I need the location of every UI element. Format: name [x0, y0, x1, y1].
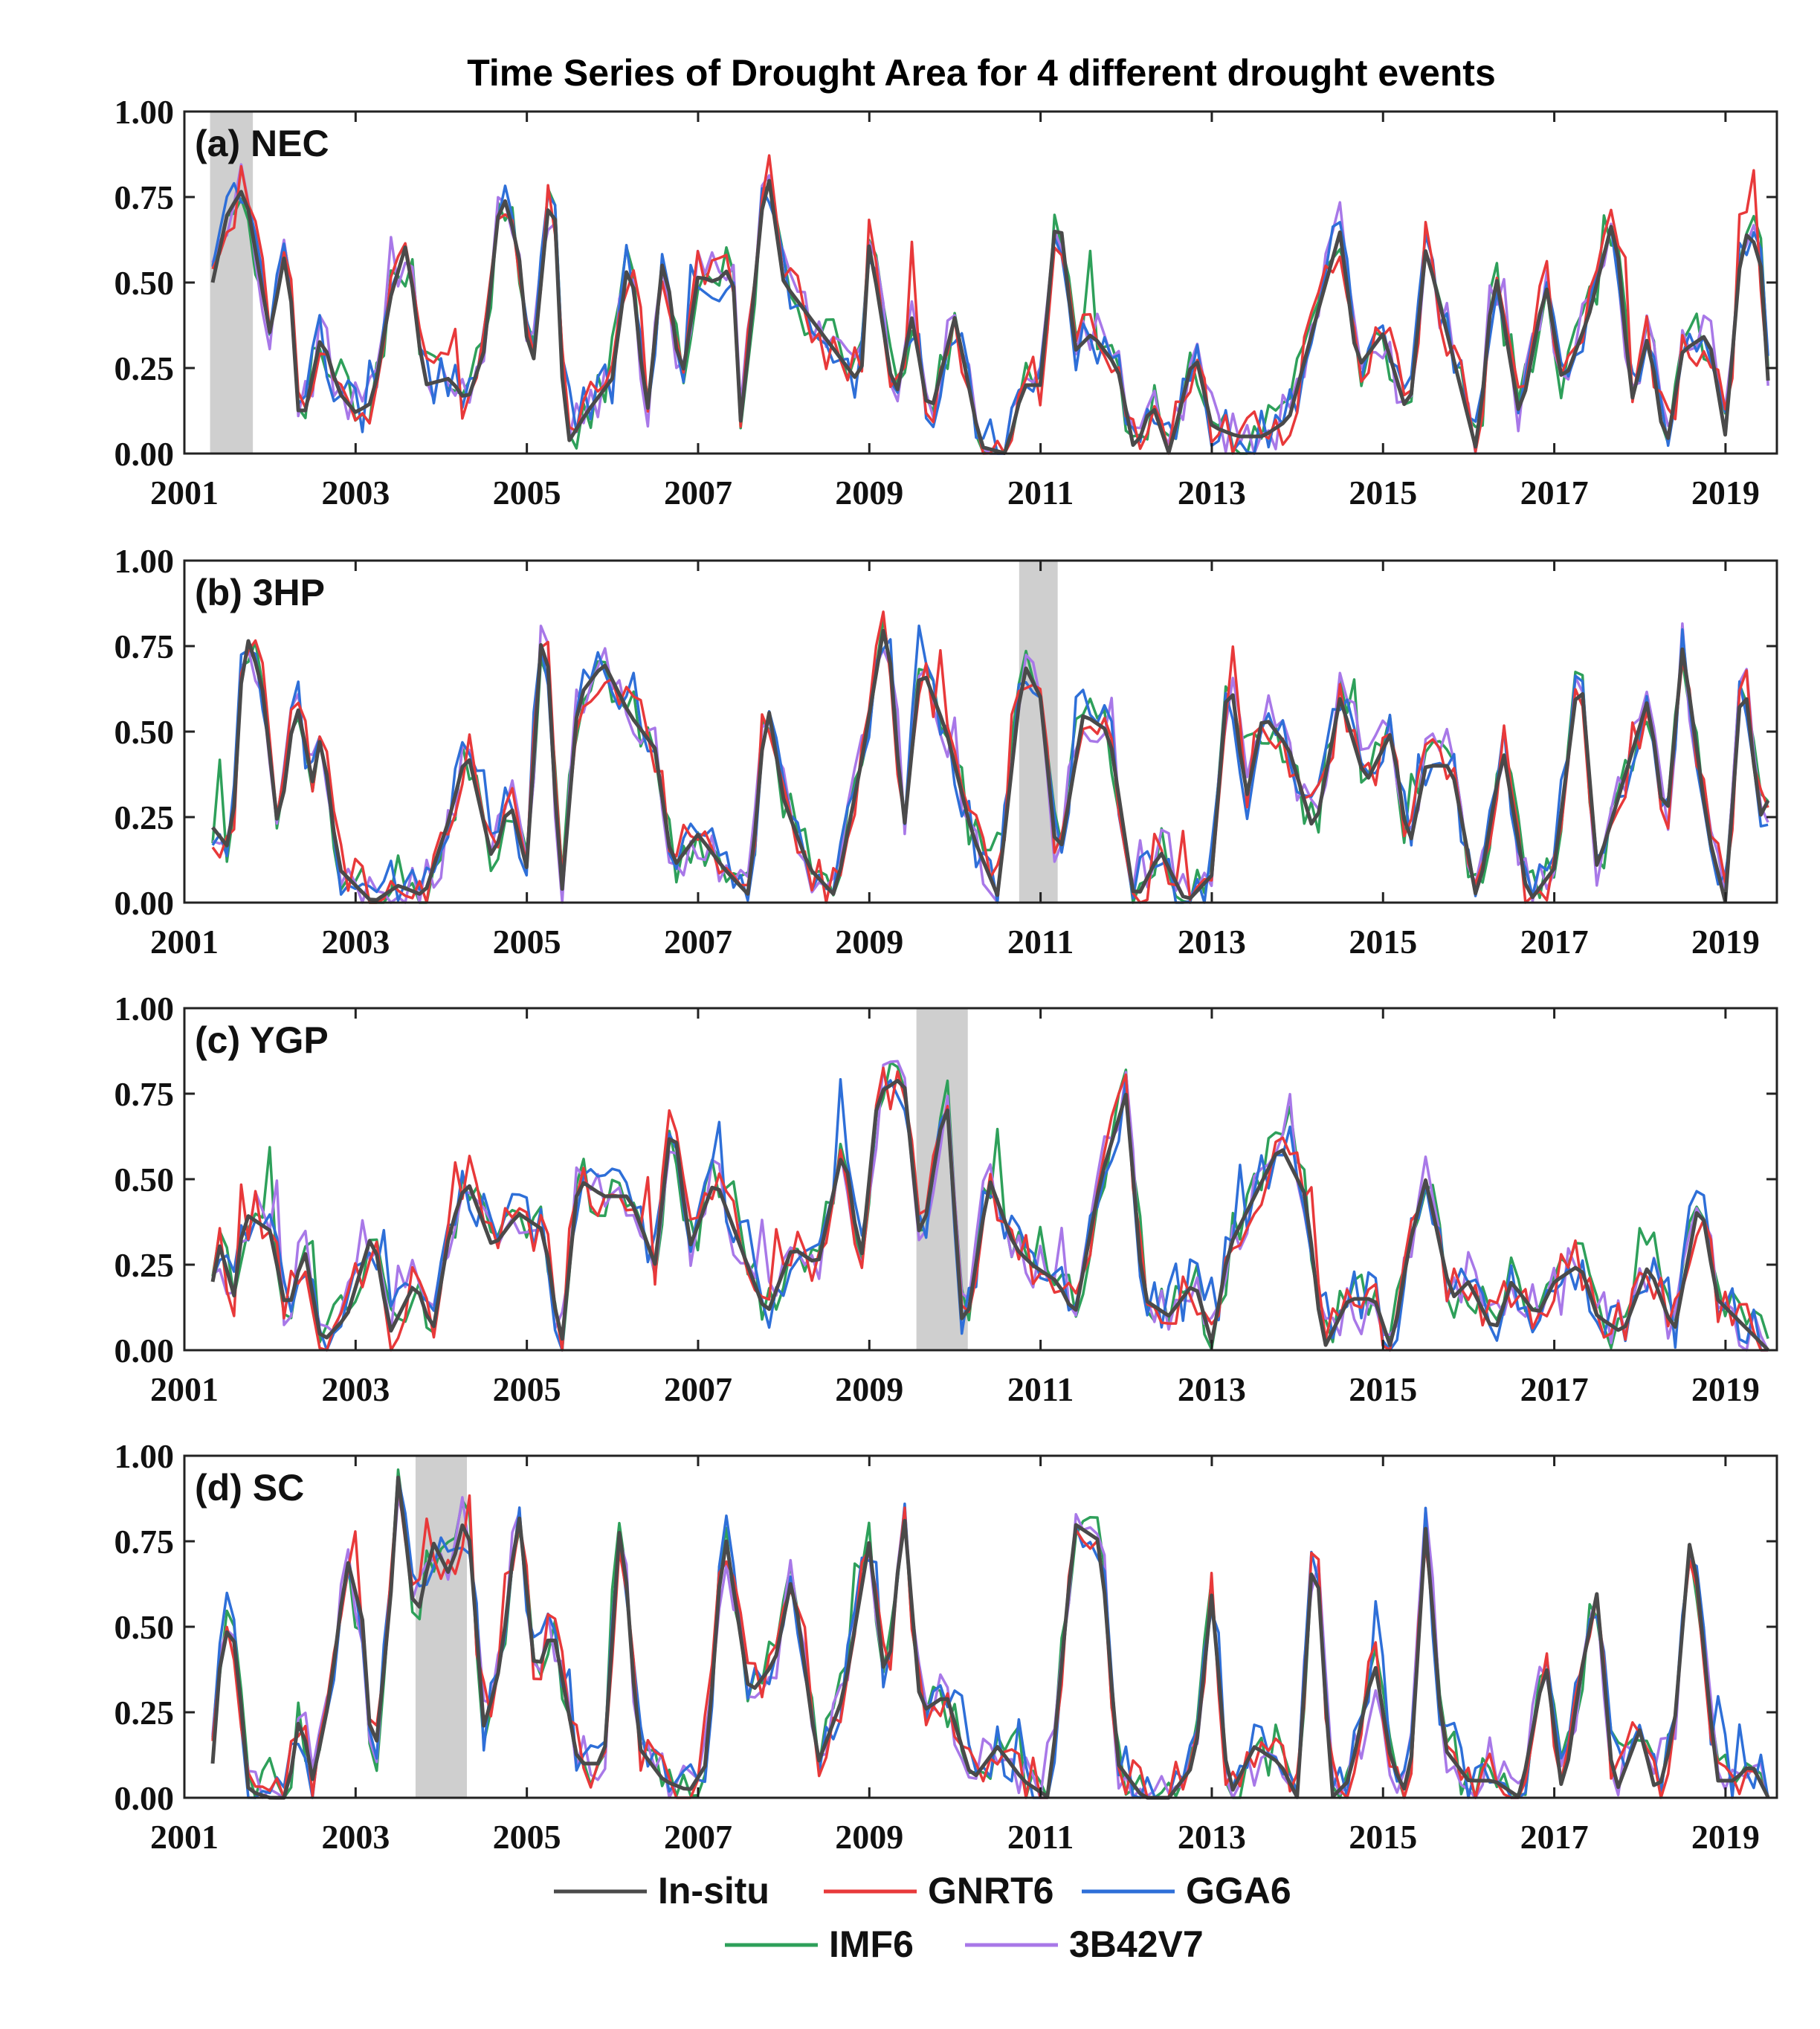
y-tick-label: 1.00 [114, 93, 175, 131]
legend-label: In-situ [658, 1870, 769, 1912]
x-tick-label: 2009 [835, 474, 903, 512]
x-tick-label: 2013 [1178, 474, 1246, 512]
legend-item-3b42v7: 3B42V7 [965, 1923, 1204, 1965]
x-tick-label: 2019 [1691, 1818, 1760, 1856]
x-tick-label: 2011 [1007, 1818, 1074, 1856]
series-line-in-situ [210, 1078, 1769, 1352]
x-tick-label: 2017 [1520, 923, 1589, 961]
x-tick-label: 2015 [1349, 474, 1417, 512]
chart-title: Time Series of Drought Area for 4 differ… [467, 52, 1496, 94]
x-tick-label: 2003 [321, 923, 390, 961]
x-tick-label: 2001 [150, 1370, 219, 1408]
x-tick-label: 2019 [1691, 1370, 1760, 1408]
series-line-gga6 [211, 1077, 1769, 1352]
legend-label: GGA6 [1186, 1870, 1291, 1912]
panel-frame [183, 110, 1778, 455]
y-tick-label: 0.75 [114, 1075, 175, 1113]
series-line-in-situ [210, 178, 1770, 455]
x-tick-label: 2003 [321, 1370, 390, 1408]
y-tick-label: 0.75 [114, 1523, 175, 1561]
legend-label: 3B42V7 [1069, 1923, 1204, 1965]
panel-label: (d) SC [195, 1467, 304, 1509]
y-tick-label: 0.25 [114, 1694, 175, 1732]
x-tick-label: 2007 [664, 474, 732, 512]
y-tick-label: 0.00 [114, 435, 175, 473]
x-tick-label: 2003 [321, 1818, 390, 1856]
series-line-imf6 [211, 1061, 1769, 1352]
x-tick-label: 2005 [493, 474, 561, 512]
legend-item-imf6: IMF6 [725, 1923, 914, 1965]
y-tick-label: 0.00 [114, 1332, 175, 1370]
y-tick-label: 0.75 [114, 178, 175, 216]
x-tick-label: 2001 [150, 923, 219, 961]
x-tick-label: 2017 [1520, 1370, 1589, 1408]
legend-item-gnrt6: GNRT6 [824, 1870, 1053, 1912]
series-line-3b42v7 [211, 1059, 1769, 1352]
legend-label: IMF6 [829, 1923, 914, 1965]
x-tick-label: 2005 [493, 1370, 561, 1408]
panel-label: (c) YGP [195, 1019, 329, 1061]
x-tick-label: 2015 [1349, 1370, 1417, 1408]
x-tick-label: 2017 [1520, 474, 1589, 512]
drought-event-band [1019, 561, 1058, 903]
x-tick-label: 2011 [1007, 923, 1074, 961]
x-tick-label: 2005 [493, 923, 561, 961]
drought-event-band [210, 112, 254, 454]
x-tick-label: 2013 [1178, 1818, 1246, 1856]
x-tick-label: 2003 [321, 474, 390, 512]
x-tick-label: 2019 [1691, 474, 1760, 512]
y-tick-label: 0.00 [114, 1779, 175, 1817]
y-tick-label: 0.50 [114, 713, 175, 751]
legend: In-situ GNRT6 GGA6 IMF6 3B42V7 [554, 1870, 1291, 1965]
x-tick-label: 2009 [835, 1818, 903, 1856]
y-tick-label: 1.00 [114, 990, 175, 1028]
legend-label: GNRT6 [928, 1870, 1053, 1912]
x-tick-label: 2013 [1178, 1370, 1246, 1408]
x-tick-label: 2005 [493, 1818, 561, 1856]
series-line-in-situ [210, 1475, 1770, 1800]
drought-event-band [415, 1456, 468, 1798]
x-tick-label: 2015 [1349, 923, 1417, 961]
legend-item-gga6: GGA6 [1082, 1870, 1291, 1912]
y-tick-label: 0.50 [114, 1161, 175, 1199]
x-tick-label: 2011 [1007, 1370, 1074, 1408]
series-line-in-situ [211, 628, 1770, 903]
x-tick-label: 2011 [1007, 474, 1074, 512]
series-line-gga6 [211, 625, 1769, 904]
y-tick-label: 0.00 [114, 884, 175, 922]
legend-item-in-situ: In-situ [554, 1870, 769, 1912]
y-tick-label: 0.25 [114, 349, 175, 387]
y-tick-label: 0.75 [114, 628, 175, 665]
panels: 0.00 0.25 0.50 0.75 1.00 2001 2003 2005 2007 2009… [114, 93, 1778, 1856]
series-line-3b42v7 [211, 163, 1769, 455]
x-tick-label: 2013 [1178, 923, 1246, 961]
x-tick-label: 2001 [150, 474, 219, 512]
series-line-gnrt6 [211, 1066, 1769, 1352]
panel-2: 0.00 0.25 0.50 0.75 1.00 2001 2003 2005 2007 2009… [114, 542, 1778, 961]
x-tick-label: 2009 [835, 923, 903, 961]
series-line-gnrt6 [211, 154, 1769, 455]
panel-4: 0.00 0.25 0.50 0.75 1.00 2001 2003 2005 2007 2009… [114, 1437, 1778, 1856]
y-tick-label: 0.25 [114, 799, 175, 836]
y-tick-label: 0.50 [114, 1608, 175, 1646]
x-tick-label: 2001 [150, 1818, 219, 1856]
x-tick-label: 2007 [664, 923, 732, 961]
x-tick-label: 2017 [1520, 1818, 1589, 1856]
x-tick-label: 2007 [664, 1370, 732, 1408]
panel-1: 0.00 0.25 0.50 0.75 1.00 2001 2003 2005 2007 2009… [114, 93, 1778, 512]
x-tick-label: 2009 [835, 1370, 903, 1408]
y-tick-label: 1.00 [114, 1437, 175, 1475]
x-tick-label: 2019 [1691, 923, 1760, 961]
x-tick-label: 2007 [664, 1818, 732, 1856]
y-tick-label: 0.25 [114, 1246, 175, 1284]
y-tick-label: 1.00 [114, 542, 175, 580]
panel-label: (b) 3HP [195, 572, 325, 613]
x-tick-label: 2015 [1349, 1818, 1417, 1856]
panel-3: 0.00 0.25 0.50 0.75 1.00 2001 2003 2005 2007 2009… [114, 990, 1778, 1408]
y-tick-label: 0.50 [114, 264, 175, 302]
panel-label: (a) NEC [195, 123, 329, 164]
